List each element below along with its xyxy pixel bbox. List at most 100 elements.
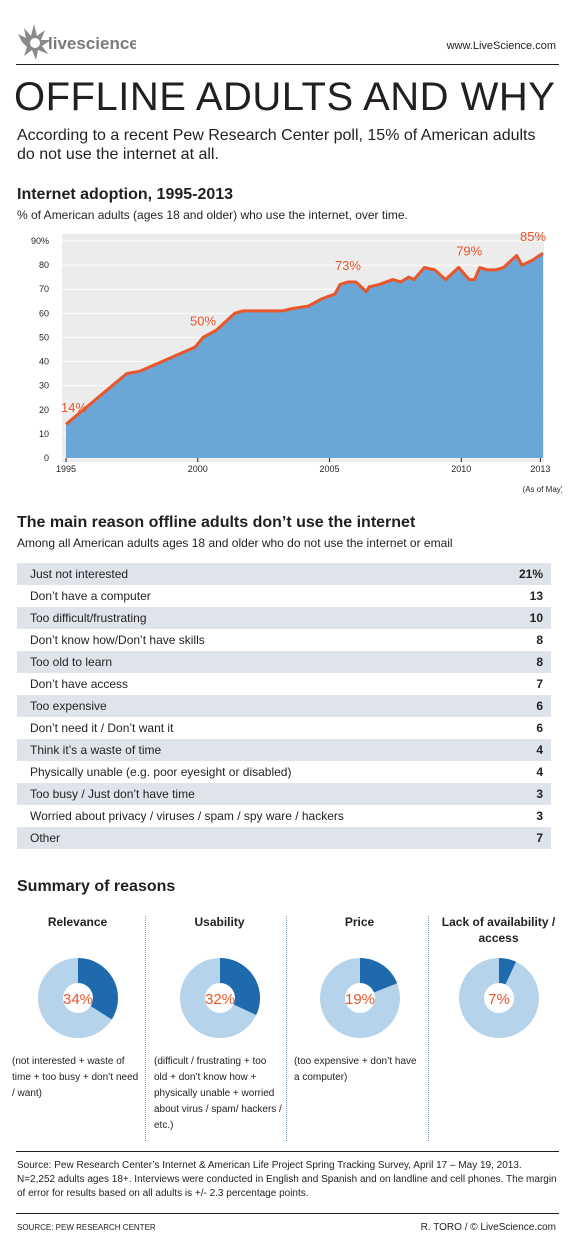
donut-label: 32%: [205, 991, 235, 1008]
column-divider: [145, 916, 146, 1141]
x-tick-label: 2013: [530, 464, 550, 474]
reason-value: 7: [487, 827, 551, 849]
reason-label: Don’t have access: [30, 677, 129, 691]
y-tick-label: 90%: [31, 236, 49, 246]
reason-label: Other: [17, 827, 488, 849]
data-label: 85%: [520, 229, 546, 244]
page-title: OFFLINE ADULTS AND WHY: [14, 75, 556, 119]
y-tick-label: 0: [44, 453, 49, 463]
table-row: Don’t have access 7: [17, 673, 551, 695]
x-tick-label: 2005: [320, 464, 340, 474]
reason-value: 21%: [487, 563, 551, 585]
reason-value: 3: [536, 809, 543, 823]
reason-value: 8: [536, 633, 543, 647]
summary-item: Usability 32% (difficult / frustrating + t…: [150, 914, 289, 1131]
reason-value: 3: [487, 783, 551, 805]
reason-value: 13: [529, 589, 543, 603]
reasons-table: Just not interested 21% Don’t have a compu…: [17, 563, 551, 849]
adoption-subheading: % of American adults (ages 18 and older)…: [17, 208, 408, 222]
summary-title: Usability: [194, 915, 245, 929]
y-tick-label: 80: [39, 260, 49, 270]
reason-label: Too busy / Just don’t have time: [17, 783, 488, 805]
table-row: Other 7: [17, 827, 551, 849]
adoption-line: [65, 251, 544, 426]
table-row: Worried about privacy / viruses / spam /…: [17, 805, 551, 827]
reason-label: Don’t need it / Don’t want it: [30, 721, 174, 735]
summary-heading: Summary of reasons: [17, 878, 176, 895]
summary-note: (not interested + waste of time + too bu…: [12, 1056, 139, 1099]
logo-text: livescience: [48, 34, 136, 53]
reason-label: Don’t have a computer: [30, 589, 151, 603]
table-row: Physically unable (e.g. poor eyesight or…: [17, 761, 551, 783]
footer-source: SOURCE: PEW RESEARCH CENTER: [17, 1223, 156, 1232]
adoption-area: [66, 253, 543, 458]
source-note: Source: Pew Research Center’s Internet &…: [17, 1160, 557, 1199]
donut-chart: 34%: [38, 958, 118, 1038]
data-label: 73%: [335, 258, 361, 273]
y-tick-label: 50: [39, 332, 49, 342]
as-of-note: (As of May): [523, 485, 562, 494]
column-divider: [428, 916, 429, 1141]
table-row: Just not interested 21%: [17, 563, 551, 585]
summary-columns: Relevance 34% (not interested + waste of t…: [0, 914, 575, 1142]
intro-text: According to a recent Pew Research Cente…: [17, 127, 536, 163]
donut-label: 7%: [488, 991, 510, 1008]
table-row: Think it’s a waste of time 4: [17, 739, 551, 761]
data-label: 50%: [190, 313, 216, 328]
footer-rule: [16, 1213, 559, 1214]
reason-label: Just not interested: [17, 563, 488, 585]
reason-value: 7: [536, 677, 543, 691]
summary-title: Price: [344, 915, 375, 929]
x-tick-label: 2010: [451, 464, 471, 474]
summary-title: Relevance: [47, 915, 108, 929]
donut-chart: 32%: [180, 958, 260, 1038]
x-tick-label: 2000: [188, 464, 208, 474]
y-tick-label: 20: [39, 405, 49, 415]
donut-hole: [345, 983, 375, 1013]
data-label: 14%: [61, 400, 87, 415]
reason-label: Too old to learn: [17, 651, 488, 673]
donut-chart: 19%: [320, 958, 400, 1038]
reason-label: Too difficult/frustrating: [17, 607, 488, 629]
reason-value: 6: [487, 695, 551, 717]
site-url: www.LiveScience.com: [446, 40, 556, 52]
x-tick-label: 1995: [56, 464, 76, 474]
reasons-heading: The main reason offline adults don’t use…: [17, 514, 416, 531]
adoption-chart: 0 10 20 30 40 50 60 70 80 90% 1995 2000 2005 2010 2013…: [31, 229, 562, 494]
summary-title: Lack of availability / access: [441, 915, 556, 945]
reason-label: Think it’s a waste of time: [17, 739, 488, 761]
y-tick-label: 30: [39, 381, 49, 391]
adoption-heading: Internet adoption, 1995-2013: [17, 186, 234, 203]
reason-value: 10: [487, 607, 551, 629]
y-tick-label: 70: [39, 284, 49, 294]
donut-label: 19%: [345, 991, 375, 1008]
footer-credit: R. TORO / © LiveScience.com: [420, 1222, 556, 1233]
reason-value: 8: [487, 651, 551, 673]
header-rule: [16, 64, 559, 65]
y-tick-label: 10: [39, 429, 49, 439]
summary-note: (too expensive + don’t have a computer): [294, 1056, 417, 1083]
y-tick-label: 60: [39, 308, 49, 318]
livescience-logo: livescience: [18, 24, 136, 60]
summary-item: Relevance 34% (not interested + waste of t…: [8, 914, 147, 1099]
reason-label: Don’t know how/Don’t have skills: [30, 633, 205, 647]
table-row: Don’t have a computer 13: [17, 585, 551, 607]
reason-value: 6: [536, 721, 543, 735]
donut-hole: [484, 983, 514, 1013]
table-row: Don’t need it / Don’t want it 6: [17, 717, 551, 739]
y-tick-label: 40: [39, 357, 49, 367]
column-divider: [286, 916, 287, 1141]
source-rule: [16, 1151, 559, 1152]
reason-label: Physically unable (e.g. poor eyesight or…: [30, 765, 292, 779]
reason-value: 4: [536, 765, 543, 779]
reason-label: Too expensive: [17, 695, 488, 717]
table-row: Too expensive 6: [17, 695, 551, 717]
table-row: Too difficult/frustrating 10: [17, 607, 551, 629]
reason-value: 4: [487, 739, 551, 761]
table-row: Too old to learn 8: [17, 651, 551, 673]
reasons-subheading: Among all American adults ages 18 and ol…: [17, 536, 453, 550]
donut-hole: [63, 983, 93, 1013]
summary-item: Lack of availability / access 7%: [429, 914, 568, 1038]
table-row: Too busy / Just don’t have time 3: [17, 783, 551, 805]
summary-item: Price 19% (too expensive + don’t have a co…: [290, 914, 429, 1083]
